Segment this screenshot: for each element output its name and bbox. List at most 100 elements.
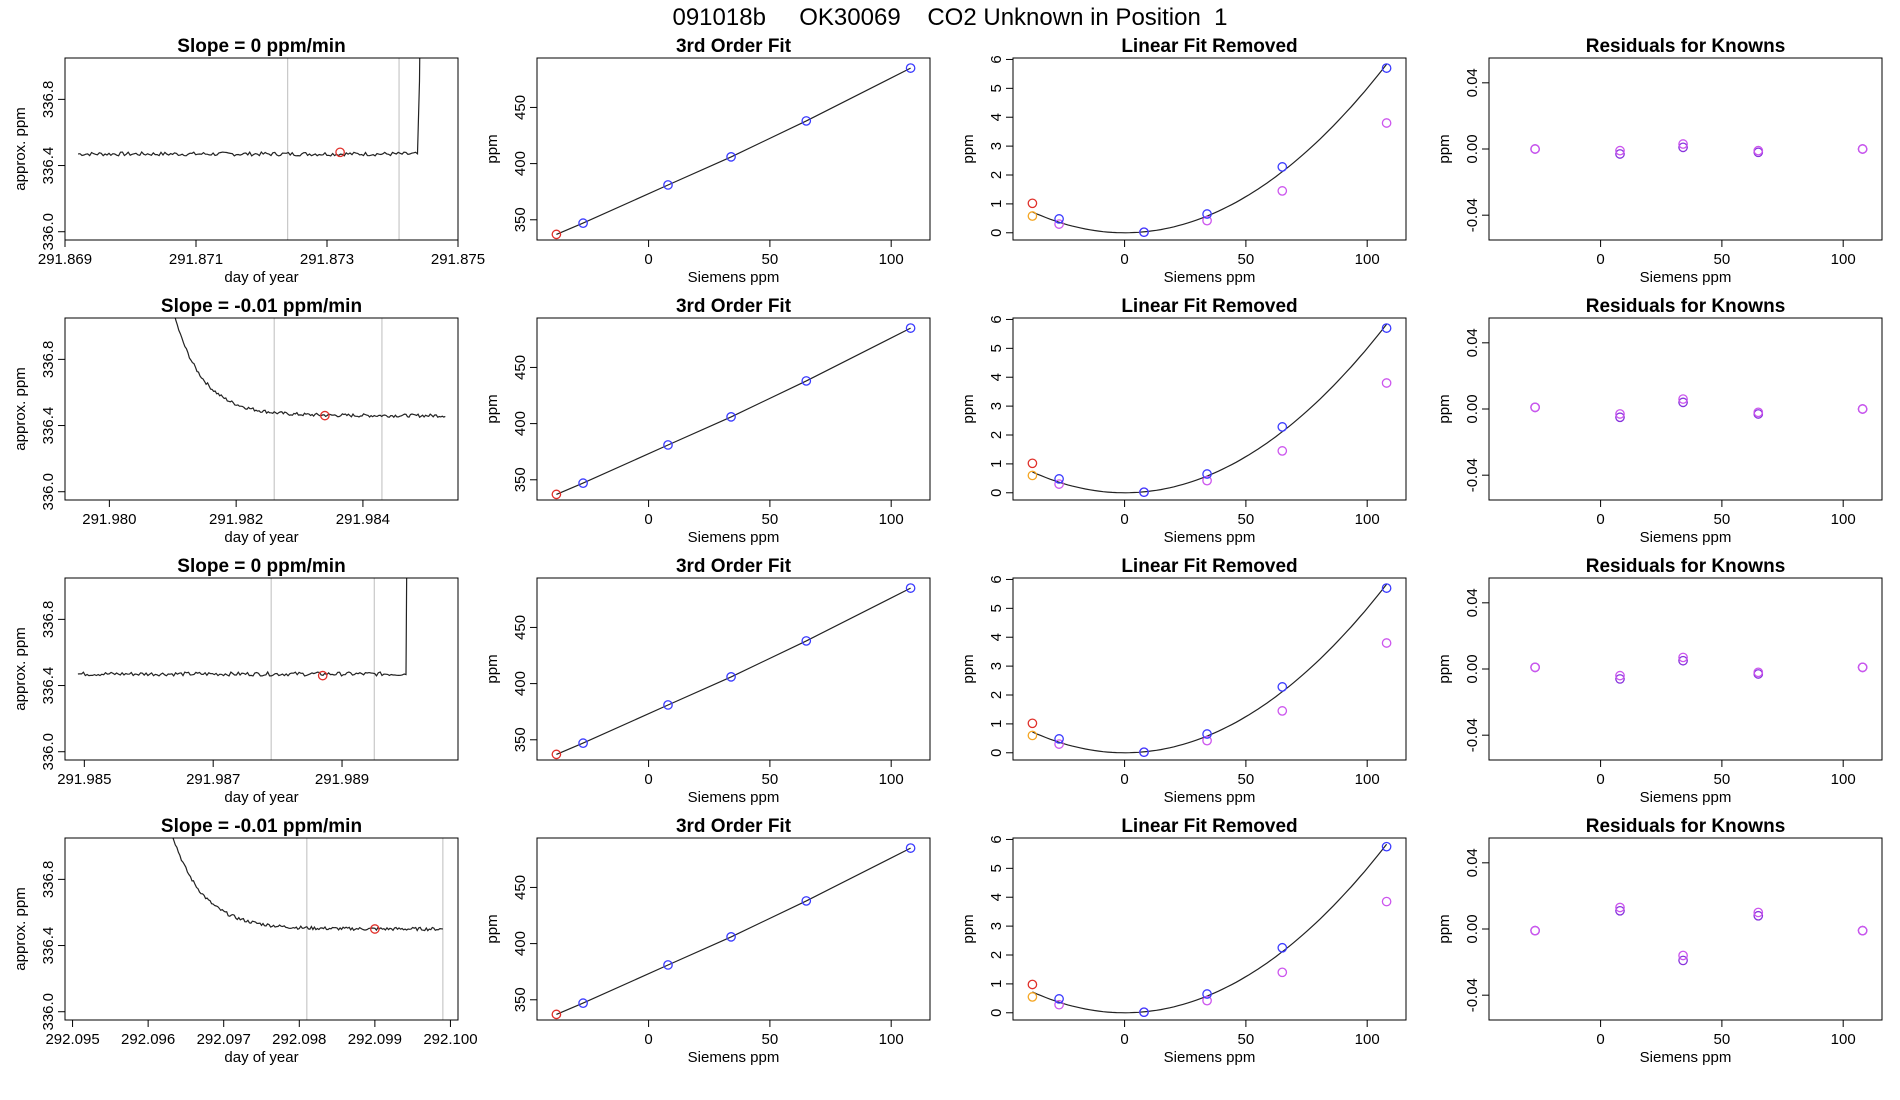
residual-point-a xyxy=(1678,950,1688,961)
plot-frame xyxy=(536,57,931,241)
known-point xyxy=(1381,63,1392,73)
y-tick-label: 4 xyxy=(988,373,1005,381)
x-axis-label: Siemens ppm xyxy=(1164,529,1256,546)
panel-fit-row1: 3rd Order Fit 0 50 100 350 400 450 Siemens ppm p… xyxy=(484,36,931,286)
unknown-point xyxy=(1027,979,1038,990)
x-tick-label: 291.980 xyxy=(82,511,136,528)
known-point xyxy=(578,478,588,488)
known-alt-point xyxy=(1381,896,1392,907)
unknown-point xyxy=(1027,458,1038,469)
panel-title: Linear Fit Removed xyxy=(1121,556,1297,577)
x-axis-label: Siemens ppm xyxy=(688,789,780,806)
y-tick-label: 4 xyxy=(988,633,1005,641)
plot-frame xyxy=(536,577,931,761)
unknown-alt-point xyxy=(1027,730,1038,741)
residual-curve xyxy=(1032,843,1388,1014)
known-point xyxy=(1381,583,1392,593)
residual-point-a xyxy=(1678,652,1688,663)
x-axis-label: Siemens ppm xyxy=(688,1049,780,1066)
unknown-point xyxy=(551,489,562,500)
x-tick-label: 0 xyxy=(644,251,652,268)
panel-fit-row3: 3rd Order Fit 0 50 100 350 400 450 Siemens ppm p… xyxy=(484,556,931,806)
known-point xyxy=(801,636,812,646)
plot-area xyxy=(1530,652,1868,684)
plot-area xyxy=(1027,323,1392,498)
known-point xyxy=(578,738,588,748)
known-point xyxy=(578,218,588,228)
plot-frame xyxy=(64,57,459,241)
panel-residuals-row1: Residuals for Knowns 0 50 100 -0.04 0.00 0.04 S… xyxy=(1436,36,1883,286)
residual-point-b xyxy=(1615,149,1625,159)
x-tick-label: 50 xyxy=(762,1031,779,1048)
panel-timeseries-row2: Slope = -0.01 ppm/min 291.980 291.982 291.9… xyxy=(12,296,459,546)
known-point xyxy=(1054,214,1064,224)
y-tick-label: 0 xyxy=(988,749,1005,757)
y-tick-label: 350 xyxy=(512,467,529,492)
panel-timeseries-row4: Slope = -0.01 ppm/min 292.095 292.096 292.0… xyxy=(12,816,478,1066)
known-point xyxy=(1139,227,1149,238)
y-axis-label: ppm xyxy=(484,134,501,163)
timeseries-line xyxy=(172,838,443,932)
y-tick-label: 0.04 xyxy=(1464,68,1481,97)
known-alt-point xyxy=(1054,219,1064,229)
x-axis-label: Siemens ppm xyxy=(1164,789,1256,806)
y-tick-label: 350 xyxy=(512,727,529,752)
x-tick-label: 100 xyxy=(1831,251,1856,268)
panel-title: 3rd Order Fit xyxy=(676,816,792,837)
residual-point-b xyxy=(1678,142,1688,153)
y-tick-label: 400 xyxy=(512,151,529,176)
residual-point-b xyxy=(1615,905,1625,916)
known-alt-point xyxy=(1381,378,1392,388)
timeseries-line xyxy=(77,578,408,677)
x-tick-label: 50 xyxy=(762,251,779,268)
plot-frame xyxy=(64,317,459,501)
plot-area xyxy=(551,843,916,1020)
plot-frame xyxy=(1488,317,1883,501)
plot-frame xyxy=(64,837,459,1021)
residual-point-a xyxy=(1530,402,1540,413)
y-tick-label: 0.04 xyxy=(1464,848,1481,877)
unknown-point xyxy=(551,229,562,240)
panel-title: Linear Fit Removed xyxy=(1121,816,1297,837)
residual-point-a xyxy=(1857,925,1868,936)
timeseries-line xyxy=(78,58,421,157)
x-tick-label: 291.989 xyxy=(315,771,369,788)
y-tick-label: 6 xyxy=(988,55,1005,63)
y-tick-label: 5 xyxy=(988,84,1005,92)
plot-area xyxy=(172,838,444,1020)
panel-title: Linear Fit Removed xyxy=(1121,36,1297,57)
residual-point-a xyxy=(1530,662,1540,673)
y-axis-label: ppm xyxy=(960,914,977,943)
known-point xyxy=(905,843,916,853)
residual-point-b xyxy=(1678,655,1688,666)
y-tick-label: 6 xyxy=(988,315,1005,323)
x-axis-label: Siemens ppm xyxy=(1164,269,1256,286)
known-point xyxy=(663,440,673,450)
known-point xyxy=(1381,323,1392,333)
known-point xyxy=(905,323,916,333)
residual-curve xyxy=(1032,63,1388,234)
y-tick-label: 336.0 xyxy=(40,473,57,511)
panel-title: Residuals for Knowns xyxy=(1586,296,1786,317)
plot-area xyxy=(1027,63,1392,238)
x-tick-label: 0 xyxy=(1596,251,1604,268)
x-axis-label: Siemens ppm xyxy=(1164,1049,1256,1066)
y-axis-label: approx. ppm xyxy=(12,887,29,970)
x-axis-label: Siemens ppm xyxy=(688,269,780,286)
plot-area xyxy=(551,583,916,760)
panel-linear_removed-row4: Linear Fit Removed 0 50 100 0 1 2 3 4 5 6 Siemens p… xyxy=(960,816,1407,1066)
y-tick-label: 5 xyxy=(988,604,1005,612)
panel-timeseries-row3: Slope = 0 ppm/min 291.985 291.987 291.989 33… xyxy=(12,556,459,806)
y-tick-label: 1 xyxy=(988,200,1005,208)
plot-area xyxy=(1530,394,1868,423)
y-tick-label: 336.4 xyxy=(40,927,57,965)
x-axis-label: Siemens ppm xyxy=(1640,789,1732,806)
known-alt-point xyxy=(1381,118,1392,128)
x-tick-label: 291.873 xyxy=(300,251,354,268)
x-tick-label: 291.987 xyxy=(186,771,240,788)
x-tick-label: 50 xyxy=(1714,251,1731,268)
known-point xyxy=(1202,469,1212,479)
known-alt-point xyxy=(1277,706,1288,716)
y-axis-label: ppm xyxy=(960,654,977,683)
panel-title: Slope = 0 ppm/min xyxy=(177,36,345,57)
